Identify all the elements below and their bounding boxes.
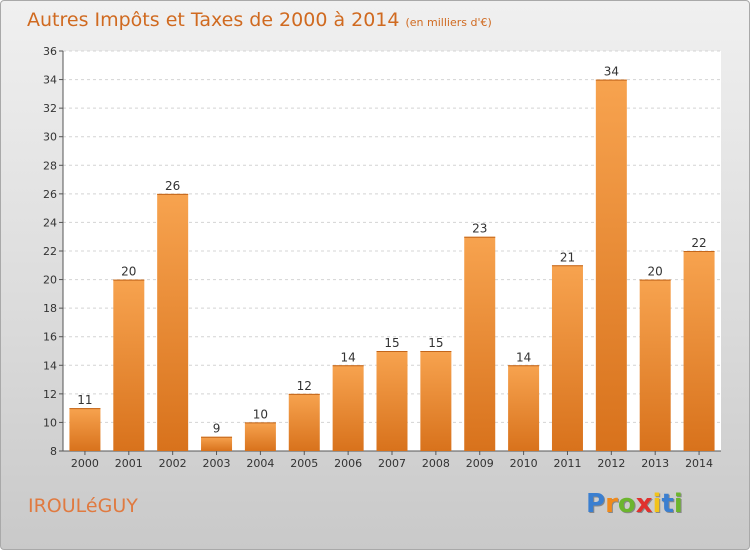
data-label: 20 <box>648 265 663 279</box>
data-label: 15 <box>384 336 399 350</box>
bar <box>595 79 627 452</box>
x-tick-label: 2010 <box>510 457 538 470</box>
data-label: 21 <box>560 250 575 264</box>
bar <box>464 236 496 451</box>
bar <box>508 365 540 451</box>
x-tick-label: 2000 <box>71 457 99 470</box>
x-tick-label: 2013 <box>641 457 669 470</box>
chart-title: Autres Impôts et Taxes de 2000 à 2014 (en… <box>27 9 492 31</box>
x-tick-label: 2003 <box>203 457 231 470</box>
x-tick-label: 2012 <box>597 457 625 470</box>
y-tick-label: 32 <box>43 102 57 115</box>
bar <box>639 279 671 451</box>
y-tick-label: 20 <box>43 274 57 287</box>
proxiti-logo: Proxiti <box>586 489 683 519</box>
bar <box>420 351 452 451</box>
data-label: 14 <box>340 350 355 364</box>
bar <box>113 279 145 451</box>
x-tick-label: 2011 <box>553 457 581 470</box>
bar <box>244 422 276 451</box>
y-tick-label: 18 <box>43 302 57 315</box>
data-label: 15 <box>428 336 443 350</box>
data-label: 34 <box>604 65 619 79</box>
data-label: 14 <box>516 350 531 364</box>
commune-name: IROULéGUY <box>28 495 138 517</box>
y-tick-label: 24 <box>43 216 57 229</box>
x-tick-label: 2001 <box>115 457 143 470</box>
data-label: 22 <box>691 236 706 250</box>
x-tick-label: 2014 <box>685 457 713 470</box>
bar <box>332 365 364 451</box>
data-label: 12 <box>297 379 312 393</box>
bar <box>288 393 320 451</box>
chart-title-unit: (en milliers d'€) <box>405 16 492 29</box>
data-label: 23 <box>472 222 487 236</box>
chart-title-main: Autres Impôts et Taxes de 2000 à 2014 <box>27 9 400 31</box>
bar <box>157 193 189 451</box>
x-tick-label: 2006 <box>334 457 362 470</box>
data-label: 20 <box>121 265 136 279</box>
y-tick-label: 8 <box>50 445 57 458</box>
bar <box>376 351 408 451</box>
x-tick-label: 2009 <box>466 457 494 470</box>
data-label: 10 <box>253 407 268 421</box>
y-tick-label: 26 <box>43 188 57 201</box>
y-tick-label: 16 <box>43 331 57 344</box>
bar <box>551 265 583 451</box>
y-tick-label: 34 <box>43 74 57 87</box>
y-tick-label: 12 <box>43 388 57 401</box>
y-tick-label: 22 <box>43 245 57 258</box>
data-label: 9 <box>213 422 221 436</box>
y-tick-label: 36 <box>43 45 57 58</box>
x-tick-label: 2008 <box>422 457 450 470</box>
y-tick-label: 14 <box>43 359 57 372</box>
x-tick-label: 2007 <box>378 457 406 470</box>
x-tick-label: 2004 <box>246 457 274 470</box>
y-tick-label: 10 <box>43 416 57 429</box>
data-label: 11 <box>77 393 92 407</box>
y-tick-label: 28 <box>43 159 57 172</box>
bar <box>69 408 101 451</box>
bar <box>201 436 233 451</box>
bar <box>683 251 715 451</box>
data-label: 26 <box>165 179 180 193</box>
x-tick-label: 2005 <box>290 457 318 470</box>
x-tick-label: 2002 <box>159 457 187 470</box>
y-tick-label: 30 <box>43 131 57 144</box>
